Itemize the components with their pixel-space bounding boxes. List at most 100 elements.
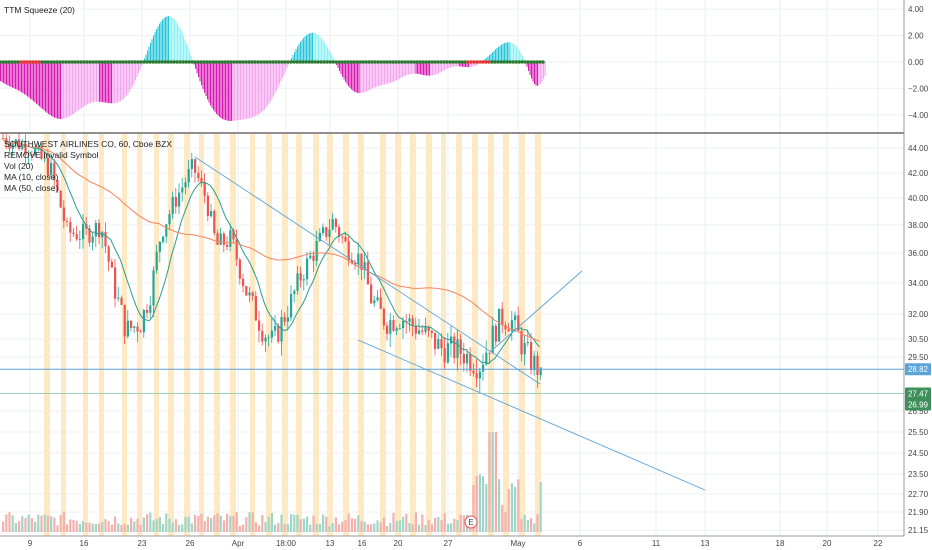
squeeze-bar xyxy=(141,62,143,67)
price-title[interactable]: SOUTHWEST AIRLINES CO, 60, Cboe BZX xyxy=(4,139,172,149)
price-badge xyxy=(905,387,931,400)
time-tick-label: 18:00 xyxy=(276,539,297,548)
squeeze-dot xyxy=(1,60,5,64)
squeeze-dot xyxy=(163,60,167,64)
squeeze-dot xyxy=(370,60,374,64)
volume-bar xyxy=(133,521,136,532)
candle-body xyxy=(392,320,395,331)
squeeze-dot xyxy=(199,60,203,64)
squeeze-dot xyxy=(433,60,437,64)
candle-body xyxy=(158,241,161,252)
squeeze-bar xyxy=(298,44,300,62)
earnings-marker[interactable]: E xyxy=(464,515,478,529)
squeeze-bar xyxy=(501,44,503,62)
volume-bar xyxy=(462,515,465,532)
squeeze-dot xyxy=(301,60,305,64)
squeeze-bar xyxy=(295,49,297,62)
volume-bar xyxy=(504,511,507,532)
squeeze-bar xyxy=(166,16,168,62)
squeeze-bar xyxy=(75,62,77,113)
legend-item-ma10[interactable]: MA (10, close) xyxy=(4,172,58,182)
indicator-title[interactable]: TTM Squeeze (20) xyxy=(4,5,75,15)
squeeze-bar xyxy=(444,62,446,71)
squeeze-bar xyxy=(111,62,113,104)
candle-body xyxy=(379,297,382,309)
legend-item-ma50[interactable]: MA (50, close) xyxy=(4,183,58,193)
squeeze-bar xyxy=(457,62,459,67)
time-axis[interactable]: 9 16 23 26 Apr 18:00 13 16 20 27 May 6 11 13 18 20 22 xyxy=(28,539,883,548)
squeeze-dot xyxy=(28,60,32,64)
volume-bar xyxy=(437,517,440,532)
squeeze-bar xyxy=(427,62,429,76)
candle-body xyxy=(338,227,341,237)
squeeze-bar xyxy=(453,62,455,67)
candle-body xyxy=(190,159,193,170)
volume-bar xyxy=(418,524,421,532)
price-axis[interactable]: 44.00 42.00 40.00 38.00 36.00 34.00 32.00 30.50… xyxy=(908,144,929,535)
candle-body xyxy=(456,339,459,359)
candle-body xyxy=(174,196,177,207)
candle-body xyxy=(418,330,421,334)
squeeze-bar xyxy=(268,62,270,104)
price-tick-label: 32.00 xyxy=(908,310,929,319)
squeeze-dot xyxy=(22,60,26,64)
squeeze-dot xyxy=(148,60,152,64)
squeeze-bar xyxy=(309,33,311,62)
volume-bar xyxy=(261,514,264,532)
squeeze-bar xyxy=(82,62,84,107)
trendline[interactable] xyxy=(357,339,706,491)
candle-body xyxy=(507,329,510,332)
squeeze-bar xyxy=(274,62,276,94)
squeeze-bar xyxy=(183,35,185,62)
price-badge-label: 28.82 xyxy=(908,365,929,374)
volume-bar xyxy=(235,512,238,532)
squeeze-bar xyxy=(352,62,354,91)
squeeze-dot xyxy=(82,60,86,64)
volume-bar xyxy=(341,521,344,532)
squeeze-dot xyxy=(520,60,524,64)
squeeze-dot xyxy=(436,60,440,64)
squeeze-dot xyxy=(541,60,545,64)
trendline[interactable] xyxy=(489,270,583,353)
squeeze-bar xyxy=(285,62,287,72)
squeeze-bar xyxy=(270,62,272,102)
squeeze-dot xyxy=(514,60,518,64)
squeeze-bar xyxy=(531,62,533,79)
squeeze-bar xyxy=(297,46,299,62)
volume-bar xyxy=(82,520,85,532)
time-tick-label: 13 xyxy=(326,539,335,548)
squeeze-dot xyxy=(193,60,197,64)
squeeze-dot xyxy=(253,60,257,64)
squeeze-bar xyxy=(300,41,302,62)
squeeze-dot xyxy=(268,60,272,64)
squeeze-bar xyxy=(133,62,135,84)
squeeze-bar xyxy=(277,62,279,88)
legend-item-remove[interactable]: REMOVE Invalid Symbol xyxy=(4,150,99,160)
candle-body xyxy=(229,230,232,247)
trendline[interactable] xyxy=(194,156,541,385)
squeeze-bar xyxy=(39,62,41,107)
squeeze-bar xyxy=(535,62,537,86)
volume-bar xyxy=(107,521,110,532)
squeeze-bar xyxy=(508,42,510,62)
indicator-price-axis[interactable]: 4.00 2.00 0.00 −2.00 −4.00 xyxy=(908,5,929,120)
squeeze-dot xyxy=(91,60,95,64)
volume-bar xyxy=(130,517,133,532)
volume-bar xyxy=(158,517,161,532)
indicator-tick-label: 2.00 xyxy=(908,32,924,41)
indicator-tick-label: −2.00 xyxy=(908,84,929,93)
candle-body xyxy=(491,325,494,354)
squeeze-bar xyxy=(160,21,162,62)
squeeze-dot xyxy=(85,60,89,64)
volume-bar xyxy=(136,518,139,532)
legend-item-vol[interactable]: Vol (20) xyxy=(4,161,33,171)
squeeze-bar xyxy=(393,62,395,82)
price-tick-label: 34.00 xyxy=(908,279,929,288)
candle-body xyxy=(290,293,293,318)
squeeze-bar xyxy=(489,54,491,62)
price-tick-label: 22.70 xyxy=(908,490,929,499)
squeeze-bar xyxy=(450,62,452,68)
squeeze-bar xyxy=(330,52,332,62)
squeeze-bar xyxy=(522,55,524,62)
